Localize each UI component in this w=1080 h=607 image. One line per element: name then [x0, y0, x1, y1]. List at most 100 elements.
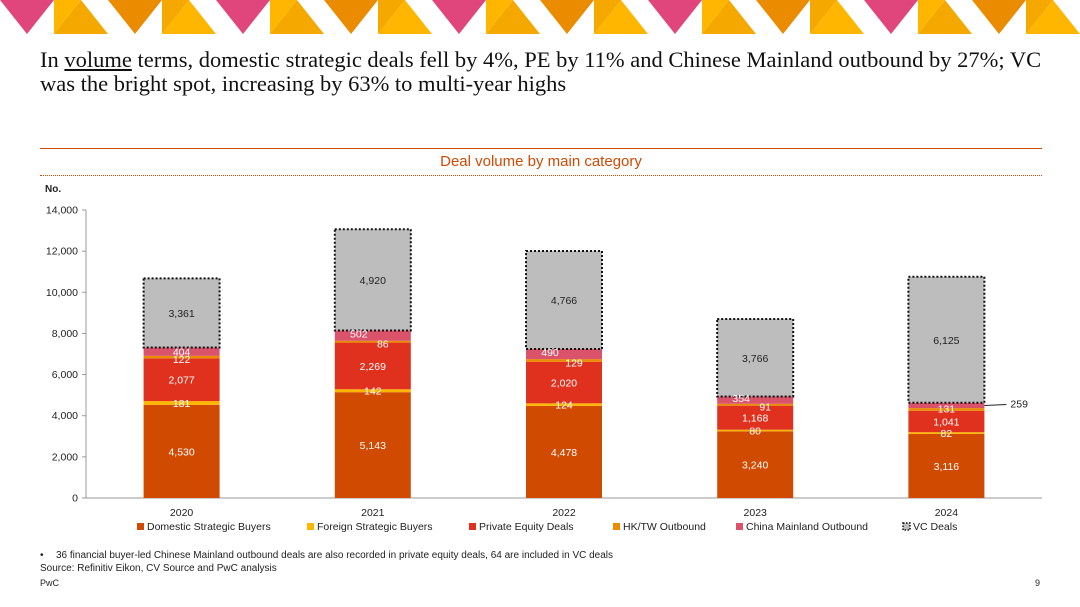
- y-tick-label: 0: [72, 493, 78, 505]
- data-label: 2,077: [168, 375, 194, 387]
- banner-triangle: [1026, 0, 1080, 34]
- bar-segment: [526, 349, 602, 360]
- data-label: 490: [541, 347, 559, 359]
- data-label: 3,766: [742, 353, 768, 365]
- banner-triangle: [324, 0, 378, 34]
- banner-triangle: [270, 0, 297, 34]
- banner-triangle: [54, 0, 108, 34]
- bar-segment: [526, 361, 602, 404]
- data-label: 502: [350, 329, 368, 341]
- bar-segment: [334, 340, 411, 343]
- x-tick-label: 2023: [744, 507, 768, 519]
- data-label: 80: [749, 426, 761, 438]
- banner-triangle: [1026, 0, 1053, 34]
- banner-triangle: [864, 0, 918, 34]
- data-label: 354: [732, 393, 750, 405]
- footnote-text: 36 financial buyer-led Chinese Mainland …: [56, 550, 614, 561]
- headline-part1: In: [40, 47, 65, 72]
- headline-part2: terms, domestic strategic deals fell by …: [40, 47, 1042, 96]
- banner-triangle: [702, 0, 729, 34]
- data-label: 4,766: [551, 295, 577, 307]
- legend-swatch: [736, 523, 743, 530]
- bar-segment: [716, 318, 795, 398]
- chart-title: Deal volume by main category: [440, 153, 642, 170]
- footnote-bullet: •: [40, 550, 44, 561]
- x-tick-label: 2022: [552, 507, 576, 519]
- deal-volume-chart: No. 0 2,000 4,000 6,000 8,000 10,000 12,000 14,0…: [45, 184, 1042, 533]
- banner-triangle: [486, 0, 513, 34]
- headline-underlined-word: volume: [64, 47, 132, 72]
- x-tick-label: 2024: [935, 507, 959, 519]
- bar-segment: [142, 277, 221, 349]
- banner-triangle: [756, 0, 810, 34]
- legend-label: VC Deals: [913, 521, 957, 533]
- bar-segment: [526, 359, 602, 362]
- bar-segment: [908, 402, 985, 409]
- bar-segment: [717, 429, 794, 432]
- bar-segment: [333, 228, 412, 332]
- bar-segment: [907, 275, 986, 404]
- data-label: 404: [173, 347, 191, 359]
- banner-triangle: [108, 0, 162, 34]
- data-label: 124: [555, 400, 573, 412]
- banner-triangle: [972, 0, 1026, 34]
- bar-segment: [334, 330, 411, 341]
- bar-segment: [717, 431, 794, 498]
- banner-triangle: [216, 0, 270, 34]
- legend-label: China Mainland Outbound: [746, 521, 868, 533]
- bar-segment: [908, 433, 985, 498]
- banner-triangle: [810, 0, 864, 34]
- banner-triangle: [54, 0, 81, 34]
- bar-segment: [908, 410, 985, 433]
- data-label: 91: [759, 402, 771, 414]
- bar-segment: [717, 396, 794, 404]
- bar-segment: [717, 403, 794, 406]
- data-label: 86: [377, 339, 389, 351]
- bar-segment: [908, 432, 985, 434]
- data-label: 2,020: [551, 378, 577, 390]
- data-label: 181: [173, 398, 191, 410]
- y-tick-label: 12,000: [46, 246, 78, 258]
- footnote: • 36 financial buyer-led Chinese Mainland…: [40, 550, 613, 561]
- bar-segment: [143, 347, 220, 356]
- banner-triangle: [432, 0, 486, 34]
- y-tick-label: 8,000: [52, 328, 78, 340]
- data-label: 1,168: [742, 413, 768, 425]
- y-tick-label: 6,000: [52, 369, 78, 381]
- decorative-triangle-banner: [0, 0, 1080, 34]
- bar-segment: [717, 405, 794, 430]
- data-label: 142: [364, 386, 382, 398]
- title-dotted-rule: [40, 175, 1042, 176]
- data-label: 122: [173, 354, 191, 366]
- legend-swatch: [469, 523, 476, 530]
- banner-triangle: [810, 0, 837, 34]
- banner-triangle: [918, 0, 945, 34]
- banner-triangle: [486, 0, 540, 34]
- legend-label: Domestic Strategic Buyers: [147, 521, 271, 533]
- banner-triangle: [162, 0, 216, 34]
- banner-triangle: [648, 0, 702, 34]
- data-label: 1,041: [933, 417, 959, 429]
- data-label: 82: [941, 428, 953, 440]
- data-label: 259: [1010, 398, 1028, 410]
- banner-triangle: [378, 0, 405, 34]
- bar-segment: [334, 342, 411, 390]
- banner-triangle: [270, 0, 324, 34]
- y-tick-label: 2,000: [52, 451, 78, 463]
- legend-swatch: [137, 523, 144, 530]
- y-tick-label: 10,000: [46, 287, 78, 299]
- banner-triangle: [594, 0, 648, 34]
- banner-triangle: [378, 0, 432, 34]
- source-note: Source: Refinitiv Eikon, CV Source and P…: [40, 563, 277, 574]
- bar-segment: [526, 405, 602, 498]
- bar-segment: [334, 389, 411, 393]
- x-tick-label: 2020: [170, 507, 194, 519]
- banner-triangle: [162, 0, 189, 34]
- banner-triangle: [918, 0, 972, 34]
- legend-label: HK/TW Outbound: [623, 521, 706, 533]
- bar-segment: [143, 404, 220, 498]
- data-label: 4,530: [168, 446, 194, 458]
- y-tick-label: 4,000: [52, 410, 78, 422]
- bar-segment: [334, 392, 411, 498]
- data-label: 3,240: [742, 460, 768, 472]
